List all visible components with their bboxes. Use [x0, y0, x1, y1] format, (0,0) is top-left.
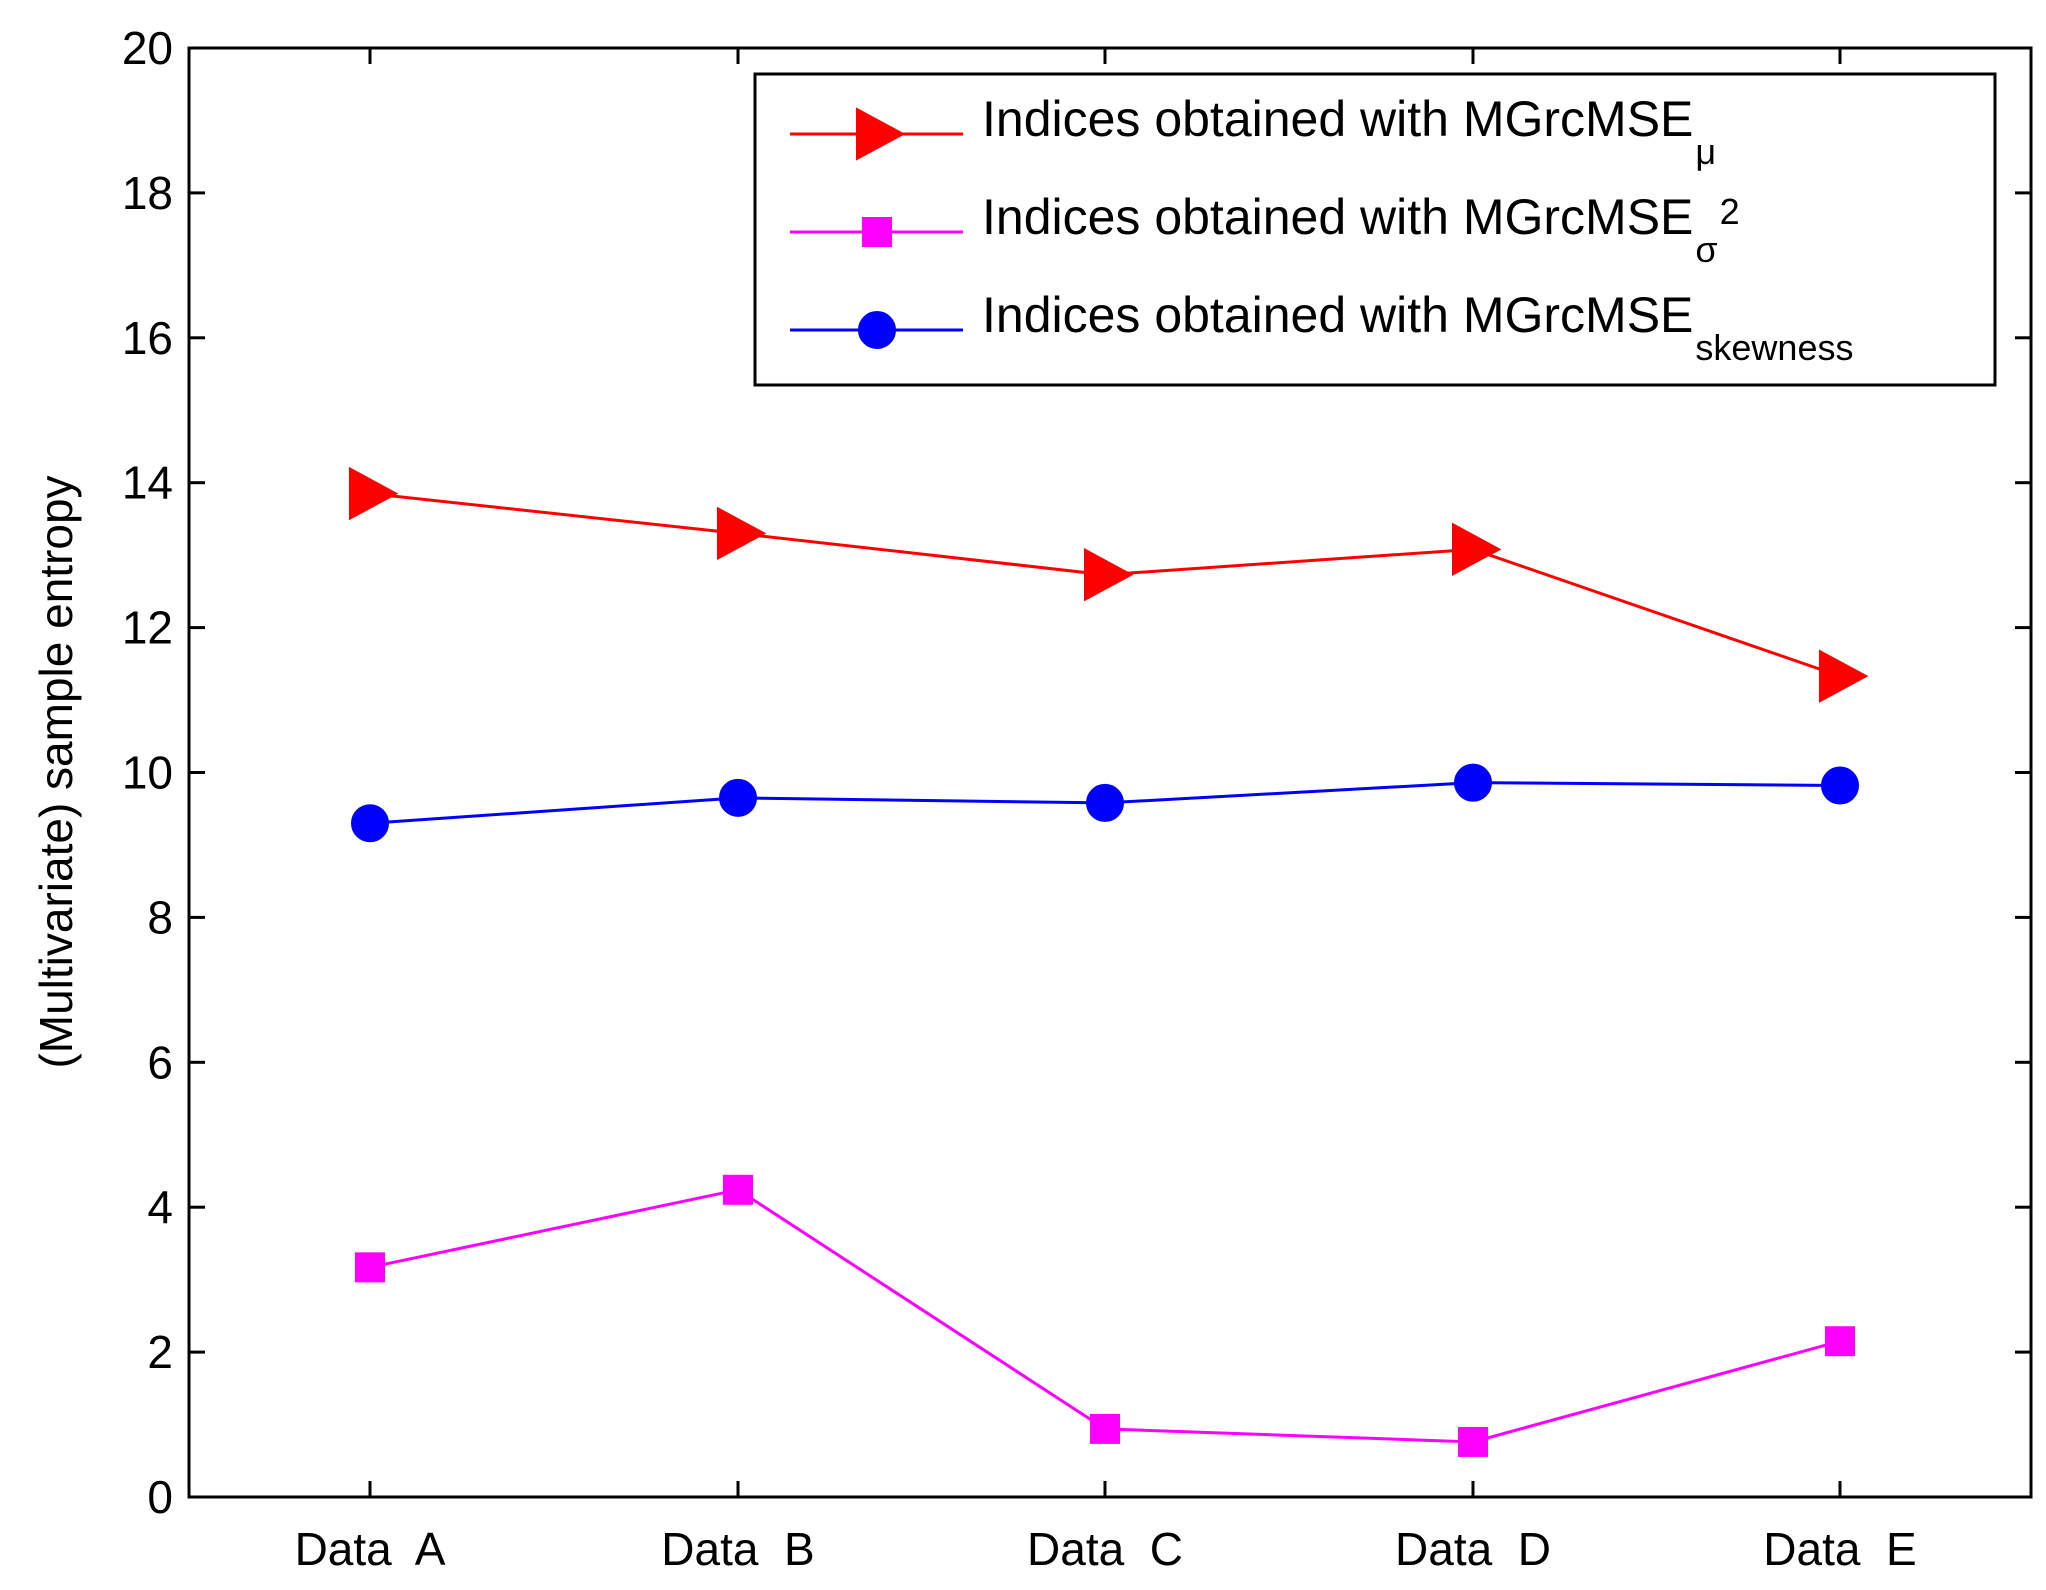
y-tick-label: 16	[122, 312, 173, 364]
triangle-marker	[349, 466, 399, 521]
legend-box	[753, 72, 1997, 387]
y-tick-label: 14	[122, 457, 173, 509]
legend-superscript: 2	[1720, 191, 1740, 232]
series-square	[355, 1174, 1855, 1457]
legend-label: Indices obtained with MGrcMSE	[982, 189, 1693, 245]
square-marker	[1825, 1326, 1855, 1357]
triangle-marker	[1084, 548, 1134, 602]
x-tick-label: Data D	[1395, 1523, 1551, 1575]
y-tick-label: 18	[122, 167, 173, 219]
triangle-marker	[1819, 649, 1869, 703]
square-marker	[355, 1252, 385, 1283]
y-tick-label: 0	[147, 1471, 173, 1523]
x-tick-label: Data E	[1763, 1523, 1916, 1575]
x-tick-label: Data B	[661, 1523, 814, 1575]
x-tick-label: Data A	[295, 1523, 446, 1575]
y-axis-ticks: 0 2 4 6 8 10 12 14 16 18 20	[122, 22, 2031, 1523]
legend-label: Indices obtained with MGrcMSE	[982, 287, 1693, 343]
square-marker	[1090, 1413, 1120, 1444]
series-layer	[349, 466, 1869, 1457]
x-axis-ticks: Data A Data B Data C Data D Data E	[295, 48, 1917, 1575]
square-marker	[723, 1174, 753, 1205]
legend-subscript: μ	[1695, 131, 1716, 172]
x-tick-label: Data C	[1027, 1523, 1183, 1575]
circle-marker	[351, 804, 389, 843]
y-tick-label: 2	[147, 1326, 173, 1378]
circle-marker	[1086, 783, 1124, 822]
legend-subscript: skewness	[1695, 327, 1853, 368]
legend-subscript: σ	[1695, 229, 1717, 270]
y-tick-label: 8	[147, 891, 173, 943]
series-circle	[351, 763, 1859, 843]
triangle-marker	[1452, 522, 1502, 577]
series-triangle-right	[349, 466, 1869, 703]
circle-marker	[1454, 763, 1492, 802]
legend-label: Indices obtained with MGrcMSE	[982, 91, 1693, 147]
circle-marker	[1821, 766, 1859, 805]
circle-marker	[858, 311, 896, 349]
triangle-marker	[856, 107, 906, 161]
triangle-marker	[717, 506, 767, 561]
y-tick-label: 12	[122, 602, 173, 654]
square-marker	[862, 217, 892, 247]
y-tick-label: 6	[147, 1036, 173, 1088]
square-marker	[1458, 1426, 1488, 1457]
circle-marker	[719, 778, 757, 817]
y-tick-label: 20	[122, 22, 173, 74]
y-tick-label: 10	[122, 747, 173, 799]
y-tick-label: 4	[147, 1181, 173, 1233]
y-axis-label: (Multivariate) sample entropy	[30, 475, 82, 1068]
